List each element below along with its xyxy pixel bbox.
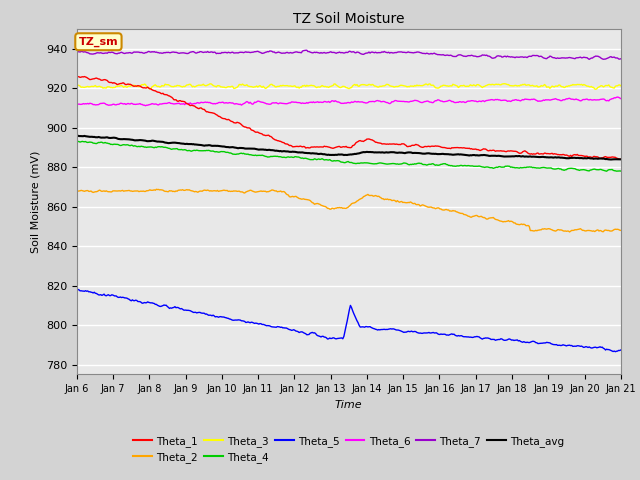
Theta_1 [519,149,527,155]
Theta_avg [332,152,339,157]
Theta_2 [332,205,340,211]
Theta_6 [614,94,621,100]
Theta_1 [617,156,625,162]
Theta_5 [397,328,404,334]
Theta_3 [397,83,404,88]
Line: Theta_5: Theta_5 [77,289,621,352]
Theta_7 [398,49,406,55]
Theta_2 [369,192,376,198]
Theta_6 [605,98,612,104]
Theta_3 [332,81,339,87]
Theta_2 [336,204,344,210]
Theta_3 [520,82,527,87]
Theta_6 [332,98,340,104]
Theta_4 [519,165,527,170]
Theta_3 [335,84,342,89]
Line: Theta_6: Theta_6 [77,97,621,106]
Title: TZ Soil Moisture: TZ Soil Moisture [293,12,404,26]
Theta_7 [586,57,593,62]
Theta_avg [73,133,81,139]
Theta_avg [335,152,342,157]
Theta_7 [369,49,376,55]
Theta_3 [500,81,508,86]
Theta_7 [336,49,344,55]
Theta_6 [336,99,344,105]
Theta_4 [603,168,611,174]
Theta_7 [73,49,81,55]
Line: Theta_1: Theta_1 [77,76,621,159]
Theta_5 [617,347,625,353]
Theta_avg [617,156,625,162]
Theta_6 [141,103,149,108]
Theta_3 [617,83,625,89]
Theta_4 [73,138,81,144]
Theta_6 [369,98,376,104]
Line: Theta_2: Theta_2 [77,189,621,232]
Theta_5 [73,287,81,292]
Theta_1 [335,144,342,149]
Theta_3 [73,83,81,88]
Theta_7 [617,56,625,62]
Theta_avg [519,153,527,159]
Theta_6 [398,98,406,104]
Theta_7 [520,55,527,60]
Line: Theta_7: Theta_7 [77,50,621,60]
Theta_avg [367,149,375,155]
Theta_4 [397,161,404,167]
Theta_3 [367,82,375,88]
Theta_7 [606,54,614,60]
Theta_4 [332,158,339,164]
Theta_6 [617,96,625,101]
Theta_1 [397,142,404,147]
Theta_3 [606,84,614,89]
Theta_1 [367,137,375,143]
Text: TZ_sm: TZ_sm [79,36,118,47]
Theta_avg [397,150,404,156]
Theta_5 [335,336,342,341]
Line: Theta_4: Theta_4 [77,141,621,171]
Theta_5 [332,336,339,342]
Theta_5 [367,324,375,330]
Theta_6 [520,97,527,103]
Theta_4 [617,168,625,174]
Theta_2 [606,228,614,234]
Theta_2 [398,199,406,204]
Theta_1 [604,155,612,160]
Theta_7 [303,48,310,53]
Theta_5 [604,347,612,352]
Theta_7 [332,50,340,56]
Theta_4 [605,167,612,173]
Theta_2 [617,228,625,233]
Theta_avg [607,156,615,162]
Theta_4 [335,158,342,164]
Theta_1 [73,73,81,79]
Theta_4 [367,161,375,167]
Line: Theta_avg: Theta_avg [77,136,621,159]
Theta_5 [519,339,527,345]
Theta_avg [604,156,612,162]
Theta_5 [611,349,619,355]
Y-axis label: Soil Moisture (mV): Soil Moisture (mV) [30,150,40,253]
Theta_2 [566,229,573,235]
Theta_1 [332,145,339,151]
Line: Theta_3: Theta_3 [77,84,621,89]
Theta_2 [152,186,160,192]
Theta_6 [73,101,81,107]
Legend: Theta_1, Theta_2, Theta_3, Theta_4, Theta_5, Theta_6, Theta_7, Theta_avg: Theta_1, Theta_2, Theta_3, Theta_4, Thet… [129,432,568,467]
Theta_2 [520,221,527,227]
X-axis label: Time: Time [335,400,363,409]
Theta_3 [592,86,600,92]
Theta_2 [73,189,81,194]
